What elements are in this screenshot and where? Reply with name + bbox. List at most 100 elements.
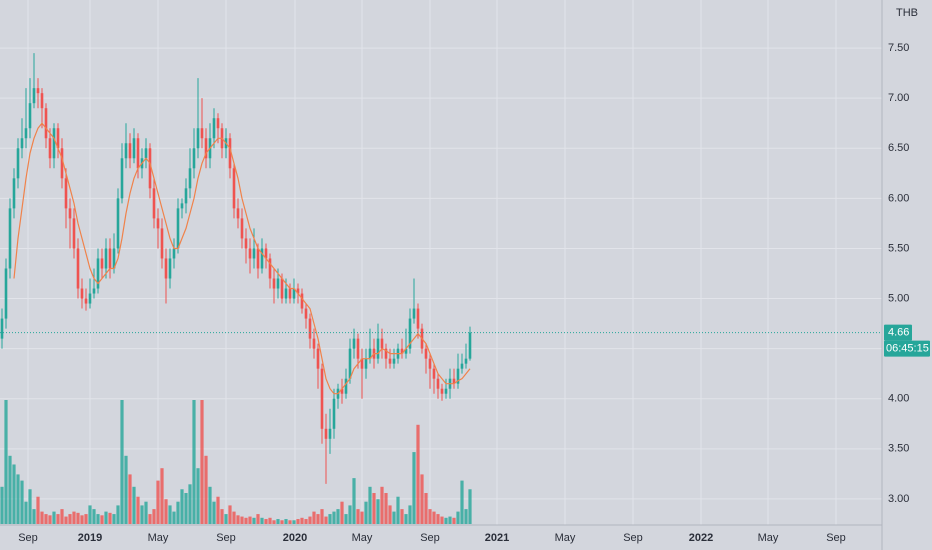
candle-body: [36, 88, 40, 94]
candle-body: [80, 288, 84, 299]
countdown-box: [884, 340, 930, 357]
y-tick-label: 3.50: [888, 443, 909, 455]
volume-bar: [204, 455, 208, 524]
y-tick-label: 7.50: [888, 42, 909, 54]
candle-body: [464, 358, 468, 364]
candle-body: [228, 138, 232, 169]
volume-bar: [276, 519, 280, 524]
candle-body: [324, 428, 328, 439]
x-tick-label: 2019: [78, 532, 102, 544]
volume-bar: [24, 501, 28, 524]
candle-body: [16, 148, 20, 179]
volume-bar: [412, 452, 416, 524]
volume-bar: [28, 489, 32, 524]
candle-body: [108, 248, 112, 269]
volume-bar: [192, 400, 196, 524]
candle-body: [292, 288, 296, 299]
volume-bar: [244, 517, 248, 524]
candle-body: [412, 308, 416, 319]
x-tick-label: May: [555, 532, 576, 544]
volume-bar: [36, 496, 40, 524]
y-tick-label: 6.50: [888, 142, 909, 154]
candle-body: [180, 203, 184, 209]
candle-body: [0, 318, 4, 339]
volume-bar: [80, 515, 84, 524]
volume-bar: [312, 511, 316, 524]
volume-bar: [8, 455, 12, 524]
volume-bar: [44, 514, 48, 524]
volume-bar: [372, 493, 376, 524]
volume-bar: [88, 505, 92, 524]
candle-body: [340, 388, 344, 394]
volume-bar: [132, 486, 136, 524]
volume-bar: [64, 516, 68, 524]
last-price-box: [884, 324, 912, 341]
volume-bar: [84, 514, 88, 524]
x-tick-label: 2020: [283, 532, 307, 544]
volume-bar: [140, 505, 144, 524]
volume-bar: [440, 516, 444, 524]
candle-body: [428, 358, 432, 369]
x-tick-label: May: [352, 532, 373, 544]
candle-body: [260, 248, 264, 269]
volume-bar: [420, 474, 424, 524]
volume-bar: [236, 515, 240, 524]
candle-body: [352, 338, 356, 349]
candle-body: [408, 318, 412, 349]
candle-body: [188, 168, 192, 189]
volume-bar: [392, 511, 396, 524]
x-tick-label: Sep: [826, 532, 846, 544]
candle-body: [384, 348, 388, 359]
volume-bar: [444, 517, 448, 524]
candle-body: [148, 148, 152, 189]
volume-bar: [376, 499, 380, 524]
candle-body: [44, 108, 48, 139]
candle-body: [404, 348, 408, 354]
volume-bar: [364, 501, 368, 524]
volume-bar: [108, 512, 112, 524]
candle-body: [388, 358, 392, 364]
candle-body: [152, 188, 156, 219]
volume-bar: [352, 478, 356, 524]
x-tick-label: 2021: [485, 532, 509, 544]
candle-body: [248, 248, 252, 259]
volume-bar: [32, 509, 36, 524]
volume-bar: [272, 520, 276, 524]
grid: [0, 0, 882, 525]
candle-body: [24, 128, 28, 139]
volume-bar: [60, 509, 64, 524]
x-tick-label: Sep: [623, 532, 643, 544]
volume-bar: [356, 509, 360, 524]
last-price-label: 4.66: [888, 327, 909, 339]
moving-average-line: [13, 122, 471, 395]
volume-bar: [432, 511, 436, 524]
candle-body: [432, 368, 436, 379]
volume-bar: [168, 505, 172, 524]
volume-bar: [156, 480, 160, 524]
candle-body: [32, 88, 36, 104]
candle-body: [156, 218, 160, 229]
candle-body: [240, 218, 244, 239]
candle-body: [172, 248, 176, 259]
candle-body: [56, 128, 60, 149]
candle-body: [308, 318, 312, 339]
volume-bar: [304, 519, 308, 524]
candle-body: [244, 238, 248, 249]
volume-bar: [112, 514, 116, 524]
candle-body: [400, 348, 404, 354]
volume-bar: [436, 514, 440, 524]
volume-bar: [388, 505, 392, 524]
axes: 3.003.504.004.505.005.506.006.507.007.50…: [18, 42, 930, 544]
candle-body: [52, 128, 56, 159]
volume-bar: [288, 520, 292, 524]
candle-body: [460, 363, 464, 369]
volume-bar: [320, 509, 324, 524]
candles: [0, 53, 882, 484]
volume-bar: [172, 511, 176, 524]
volume-bar: [456, 511, 460, 524]
x-tick-label: May: [148, 532, 169, 544]
y-tick-label: 5.50: [888, 242, 909, 254]
x-tick-label: Sep: [420, 532, 440, 544]
volume-bar: [144, 501, 148, 524]
